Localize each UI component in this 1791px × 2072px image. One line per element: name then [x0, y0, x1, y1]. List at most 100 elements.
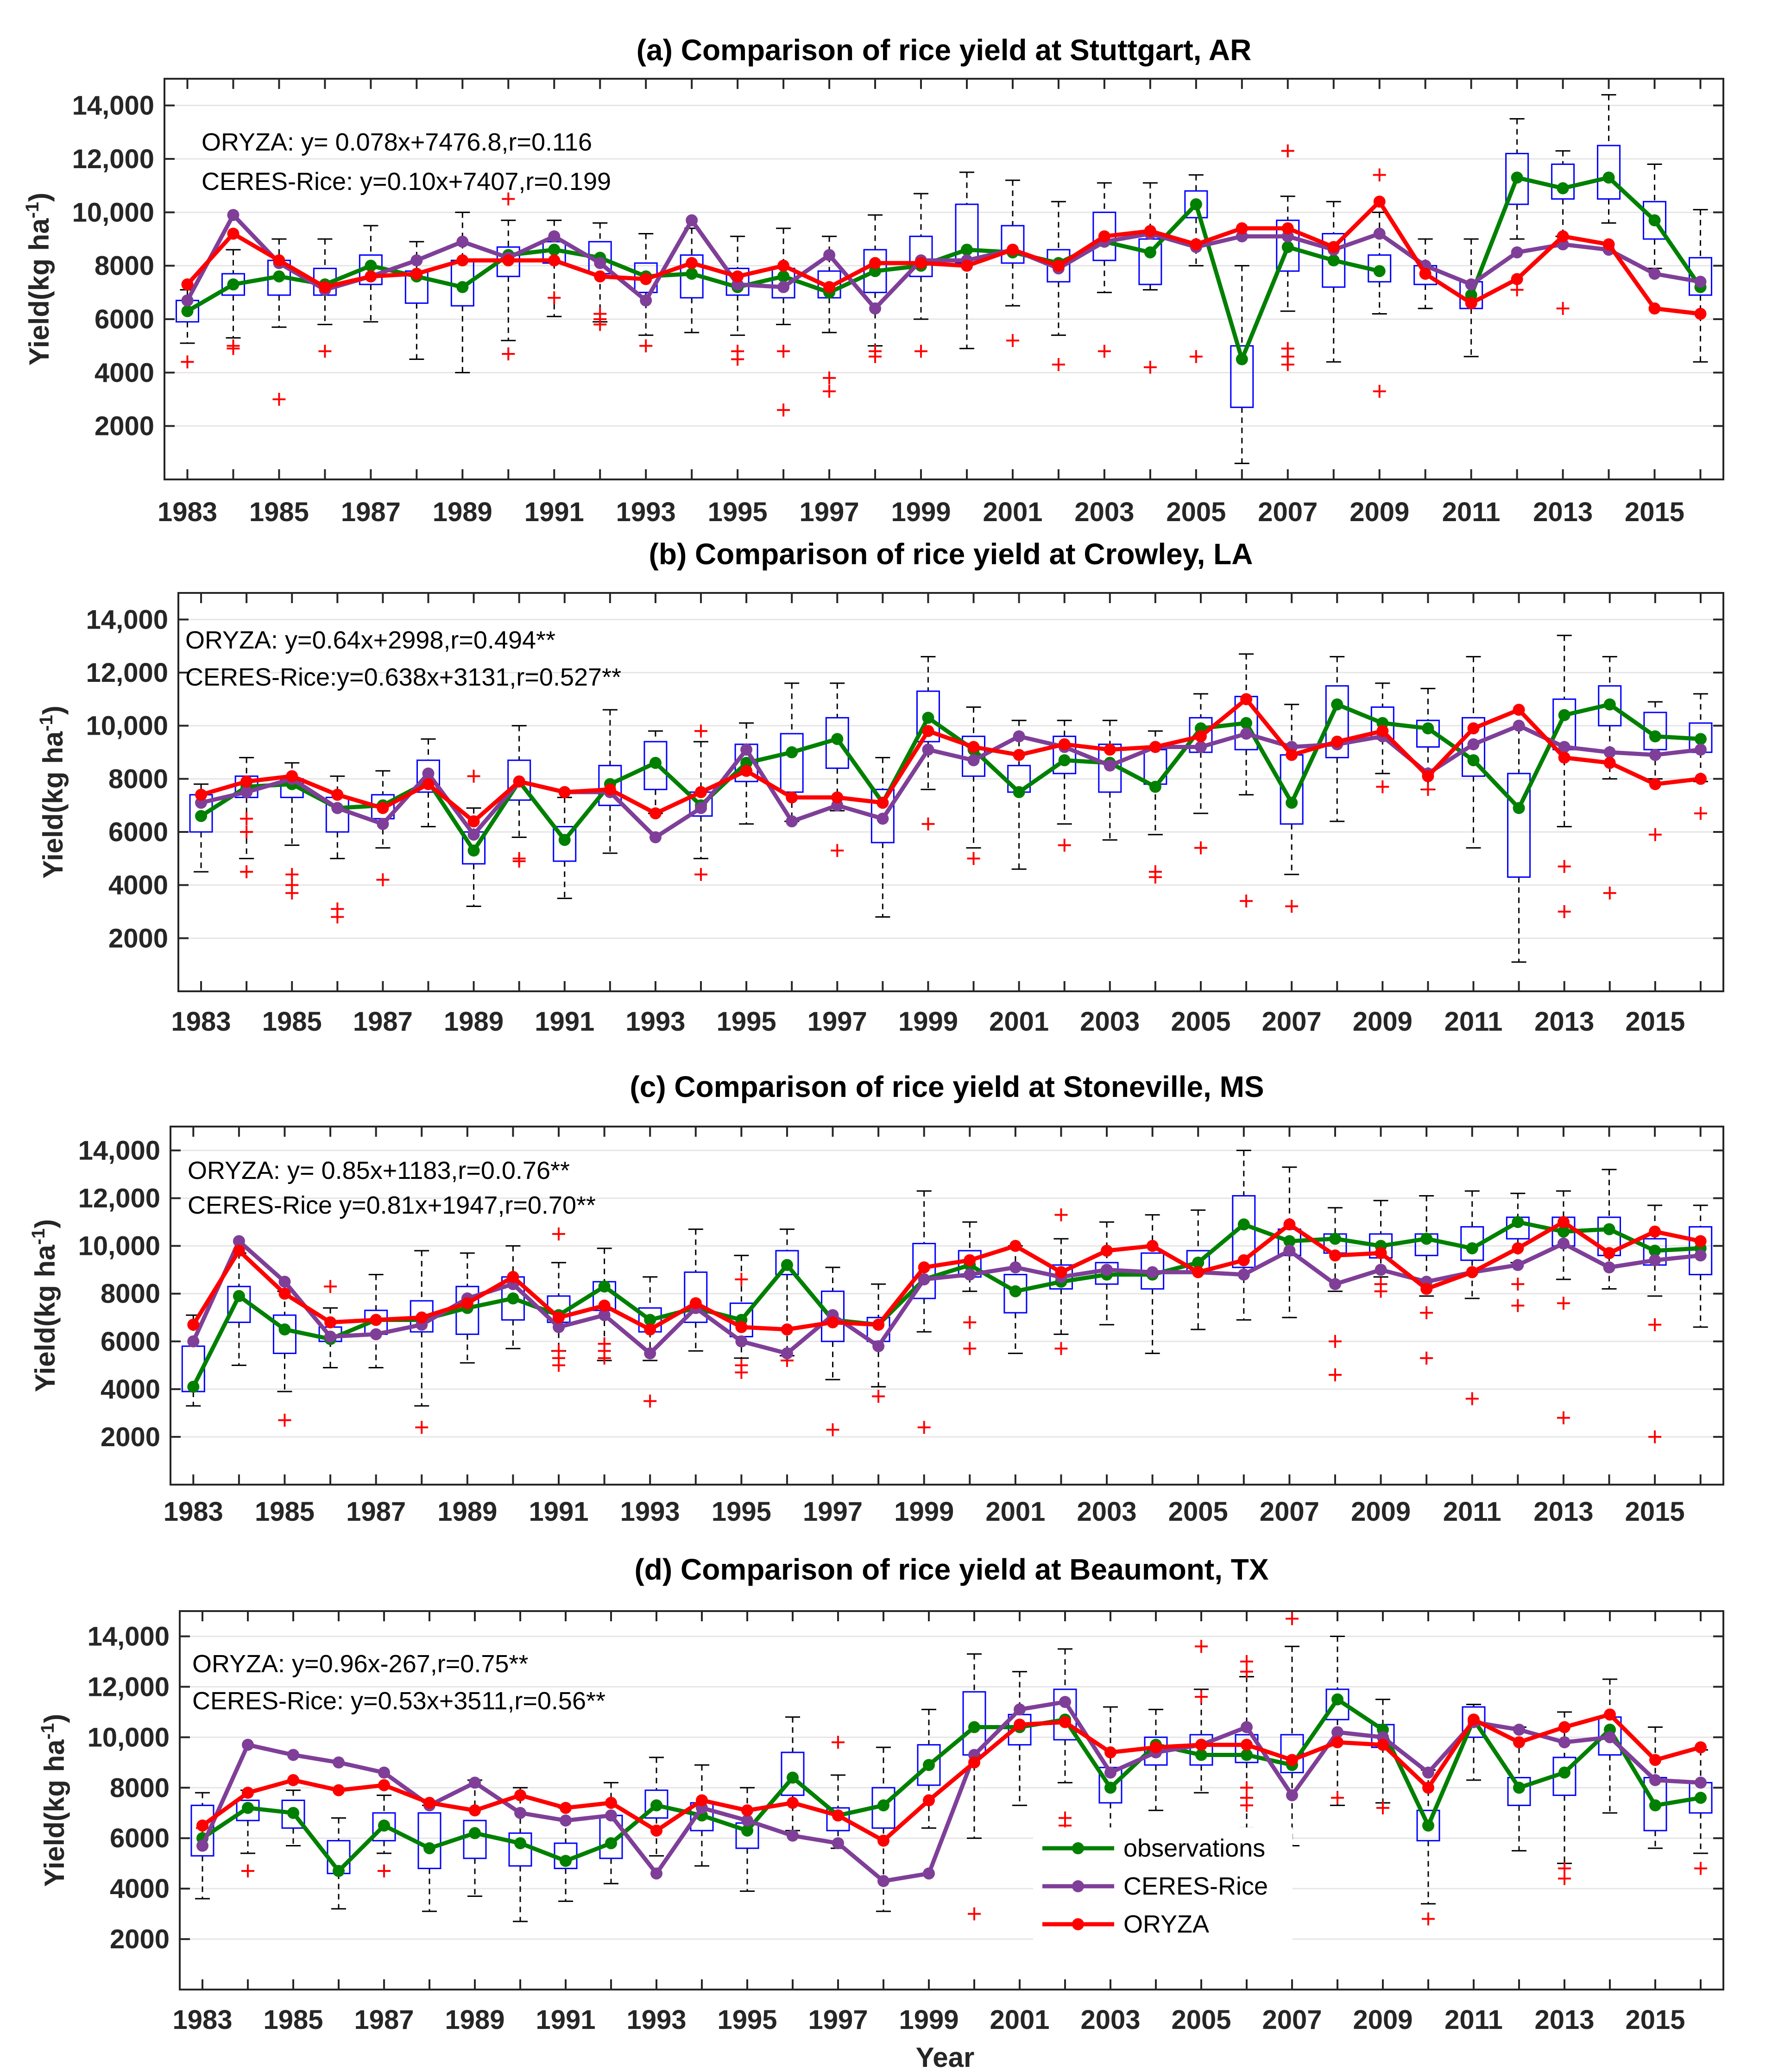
data-point-oryza — [1558, 751, 1570, 764]
data-point-oryza — [1149, 741, 1161, 753]
x-tick-label: 2007 — [1262, 1007, 1322, 1037]
data-point-ceres-rice — [735, 1335, 748, 1348]
data-point-oryza — [365, 270, 377, 283]
data-point-ceres-rice — [1694, 276, 1707, 288]
outlier-marker — [1189, 350, 1203, 363]
data-point-oryza — [1058, 738, 1071, 750]
data-point-oryza — [195, 788, 208, 801]
outlier-marker — [1148, 865, 1162, 878]
data-point-oryza — [273, 254, 285, 267]
box — [1597, 145, 1621, 200]
outlier-marker — [968, 1907, 981, 1921]
box — [1001, 225, 1025, 264]
data-point-oryza — [370, 1314, 382, 1326]
outlier-marker — [1054, 1208, 1068, 1222]
data-point-ceres-rice — [644, 1347, 656, 1360]
y-tick-label: 6000 — [110, 1823, 170, 1853]
series-line-oryza — [200, 697, 1701, 824]
data-point-observations — [922, 712, 934, 724]
outlier-marker — [823, 384, 836, 398]
x-tick-label: 1999 — [899, 2005, 959, 2035]
box — [909, 235, 933, 277]
outlier-marker — [598, 1337, 611, 1350]
data-point-observations — [1058, 754, 1071, 767]
data-point-oryza — [1377, 1738, 1389, 1751]
data-point-observations — [1558, 1766, 1570, 1779]
outlier-marker — [240, 825, 253, 838]
x-tick-label: 1993 — [625, 1007, 685, 1037]
data-point-oryza — [1327, 241, 1340, 253]
box — [912, 1243, 936, 1299]
data-point-ceres-rice — [686, 214, 698, 227]
data-point-oryza — [1649, 1754, 1661, 1766]
outlier-marker — [826, 1423, 839, 1436]
data-point-oryza — [650, 1824, 662, 1837]
data-point-oryza — [915, 257, 927, 269]
data-point-oryza — [649, 807, 662, 819]
outlier-marker — [694, 724, 708, 738]
box — [1507, 773, 1531, 878]
data-point-oryza — [1237, 1254, 1250, 1266]
box — [463, 1820, 487, 1859]
outlier-marker — [552, 1227, 565, 1241]
y-tick-label: 12,000 — [72, 144, 154, 174]
data-point-ceres-rice — [1649, 1774, 1661, 1786]
data-point-ceres-rice — [741, 1814, 753, 1827]
data-point-ceres-rice — [1375, 1264, 1387, 1276]
outlier-marker — [1376, 780, 1389, 794]
data-point-oryza — [461, 1297, 473, 1310]
data-point-ceres-rice — [181, 294, 194, 307]
outlier-marker — [1648, 828, 1662, 841]
outlier-marker — [593, 307, 607, 321]
legend-label: CERES-Rice — [1123, 1872, 1268, 1900]
box — [1507, 1776, 1531, 1806]
data-point-observations — [1149, 781, 1161, 793]
box — [780, 733, 804, 793]
data-point-observations — [1286, 796, 1298, 809]
box — [598, 765, 622, 806]
legend-marker — [1072, 1842, 1084, 1854]
outlier-marker — [832, 1736, 845, 1749]
outlier-marker — [1376, 1801, 1389, 1814]
data-point-oryza — [286, 770, 298, 782]
data-point-ceres-rice — [649, 831, 662, 844]
data-point-observations — [1511, 171, 1523, 184]
data-point-oryza — [422, 778, 435, 790]
y-tick-label: 6000 — [101, 1327, 160, 1357]
data-point-ceres-rice — [1604, 1731, 1616, 1744]
data-point-oryza — [1286, 1754, 1298, 1766]
data-point-oryza — [240, 775, 253, 788]
data-point-ceres-rice — [781, 1347, 793, 1360]
data-point-observations — [333, 1865, 345, 1877]
data-point-oryza — [1146, 1240, 1159, 1252]
box — [1462, 717, 1486, 777]
outlier-marker — [777, 345, 790, 358]
outlier-marker — [1097, 345, 1111, 358]
x-tick-label: 1993 — [626, 2005, 686, 2035]
data-point-observations — [923, 1759, 935, 1771]
data-point-ceres-rice — [872, 1340, 885, 1353]
outlier-marker — [1052, 358, 1065, 372]
data-point-ceres-rice — [410, 254, 423, 267]
data-point-observations — [514, 1837, 526, 1850]
data-point-ceres-rice — [1557, 1237, 1570, 1250]
chart-panel-2: 14,000 12,000 10,000 8000 6000 4000 2000 1983 19… — [28, 1070, 1724, 1527]
data-point-observations — [181, 305, 194, 317]
outlier-marker — [318, 345, 332, 358]
y-axis-label-close: ) — [24, 193, 55, 202]
regression-annotation: CERES-Rice: y=0.10x+7407,r=0.199 — [202, 168, 611, 195]
y-tick-label: 2000 — [108, 923, 168, 953]
outlier-marker — [1059, 1811, 1072, 1825]
data-point-observations — [195, 810, 208, 822]
regression-annotation: ORYZA: y= 0.078x+7476.8,r=0.116 — [202, 128, 592, 156]
data-point-oryza — [560, 1801, 572, 1814]
x-tick-label: 1987 — [354, 2005, 414, 2035]
outlier-marker — [502, 192, 515, 206]
regression-annotation: ORYZA: y= 0.85x+1183,r=0.0.76** — [188, 1157, 570, 1184]
data-point-oryza — [1649, 1225, 1661, 1238]
data-point-oryza — [781, 1323, 793, 1336]
series-line-oryza — [201, 1712, 1702, 1843]
data-point-ceres-rice — [233, 1235, 245, 1247]
box — [1325, 685, 1349, 758]
data-point-oryza — [686, 257, 698, 269]
